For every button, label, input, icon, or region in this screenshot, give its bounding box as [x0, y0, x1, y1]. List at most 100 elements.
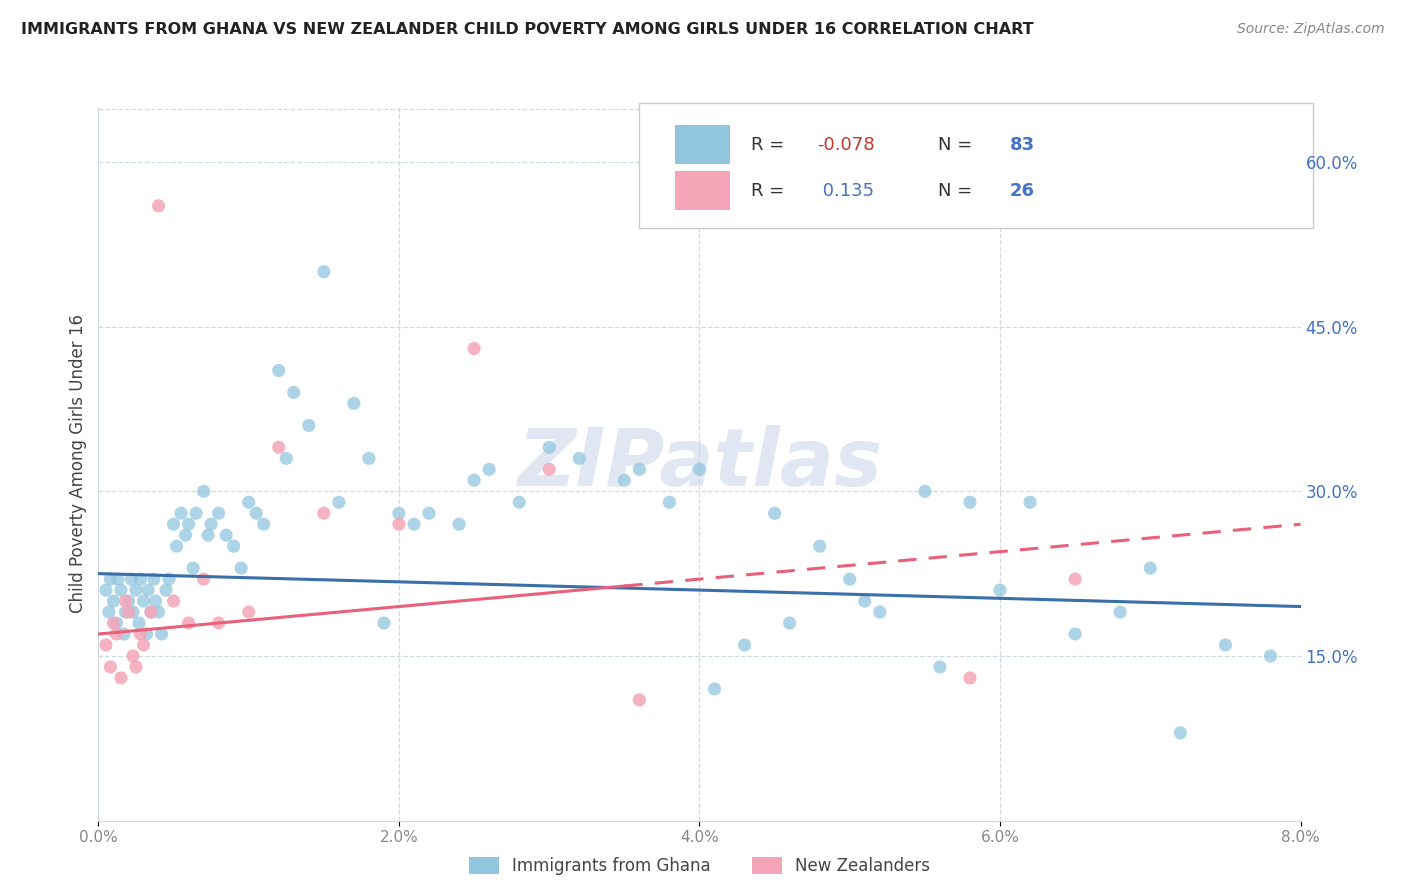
- FancyBboxPatch shape: [675, 125, 730, 164]
- Point: [283, 385, 305, 400]
- Point: [139, 605, 162, 619]
- Point: [959, 671, 981, 685]
- Point: [373, 615, 395, 630]
- Text: 0.135: 0.135: [817, 182, 875, 200]
- Point: [103, 615, 125, 630]
- Point: [128, 615, 150, 630]
- Point: [125, 660, 148, 674]
- Point: [343, 396, 366, 410]
- Point: [107, 572, 129, 586]
- Point: [238, 605, 260, 619]
- Point: [215, 528, 238, 542]
- Point: [613, 473, 636, 487]
- Point: [145, 594, 167, 608]
- Point: [177, 615, 200, 630]
- Point: [418, 506, 440, 520]
- Point: [928, 660, 950, 674]
- Point: [132, 638, 155, 652]
- Point: [703, 681, 725, 696]
- Point: [148, 199, 170, 213]
- Point: [170, 506, 193, 520]
- Point: [231, 561, 253, 575]
- Point: [125, 583, 148, 598]
- Point: [114, 605, 136, 619]
- Point: [193, 484, 215, 499]
- Point: [136, 583, 159, 598]
- Point: [779, 615, 801, 630]
- Text: R =: R =: [751, 182, 790, 200]
- Point: [132, 594, 155, 608]
- Point: [208, 506, 231, 520]
- Point: [1139, 561, 1161, 575]
- Text: -0.078: -0.078: [817, 136, 875, 153]
- Point: [763, 506, 786, 520]
- Point: [105, 615, 128, 630]
- Point: [463, 342, 485, 356]
- Point: [508, 495, 530, 509]
- Point: [914, 484, 936, 499]
- Text: N =: N =: [938, 136, 977, 153]
- Point: [312, 506, 335, 520]
- Point: [100, 572, 122, 586]
- Point: [734, 638, 756, 652]
- Point: [238, 495, 260, 509]
- Text: ZIPatlas: ZIPatlas: [517, 425, 882, 503]
- Point: [245, 506, 267, 520]
- Text: N =: N =: [938, 182, 977, 200]
- Point: [110, 671, 132, 685]
- Point: [94, 583, 117, 598]
- Point: [150, 627, 173, 641]
- Point: [1260, 648, 1282, 663]
- Point: [100, 660, 122, 674]
- Point: [267, 363, 290, 377]
- Legend: Immigrants from Ghana, New Zealanders: Immigrants from Ghana, New Zealanders: [460, 849, 939, 884]
- Point: [1019, 495, 1042, 509]
- Point: [112, 627, 135, 641]
- Point: [200, 517, 222, 532]
- Point: [1109, 605, 1132, 619]
- Point: [193, 572, 215, 586]
- Point: [148, 605, 170, 619]
- Point: [135, 627, 157, 641]
- Point: [402, 517, 425, 532]
- Point: [157, 572, 180, 586]
- Point: [121, 572, 143, 586]
- Point: [117, 594, 139, 608]
- Point: [122, 605, 145, 619]
- Point: [184, 506, 207, 520]
- Point: [143, 572, 166, 586]
- Point: [628, 693, 651, 707]
- Point: [267, 441, 290, 455]
- Point: [105, 627, 128, 641]
- Point: [97, 605, 120, 619]
- Point: [177, 517, 200, 532]
- Point: [114, 594, 136, 608]
- Point: [658, 495, 681, 509]
- Y-axis label: Child Poverty Among Girls Under 16: Child Poverty Among Girls Under 16: [69, 314, 87, 614]
- Point: [538, 462, 561, 476]
- Point: [174, 528, 197, 542]
- Point: [162, 594, 184, 608]
- Point: [568, 451, 591, 466]
- Point: [447, 517, 470, 532]
- Point: [808, 539, 831, 553]
- Point: [1170, 726, 1192, 740]
- Point: [388, 506, 411, 520]
- Point: [110, 583, 132, 598]
- Point: [357, 451, 380, 466]
- Text: Source: ZipAtlas.com: Source: ZipAtlas.com: [1237, 22, 1385, 37]
- Point: [478, 462, 501, 476]
- Point: [117, 605, 139, 619]
- Text: R =: R =: [751, 136, 790, 153]
- Point: [388, 517, 411, 532]
- Point: [988, 583, 1011, 598]
- Point: [1215, 638, 1237, 652]
- Point: [869, 605, 891, 619]
- Point: [538, 441, 561, 455]
- Point: [129, 627, 152, 641]
- Point: [166, 539, 188, 553]
- Point: [197, 528, 219, 542]
- Point: [276, 451, 298, 466]
- Point: [253, 517, 276, 532]
- Point: [129, 572, 152, 586]
